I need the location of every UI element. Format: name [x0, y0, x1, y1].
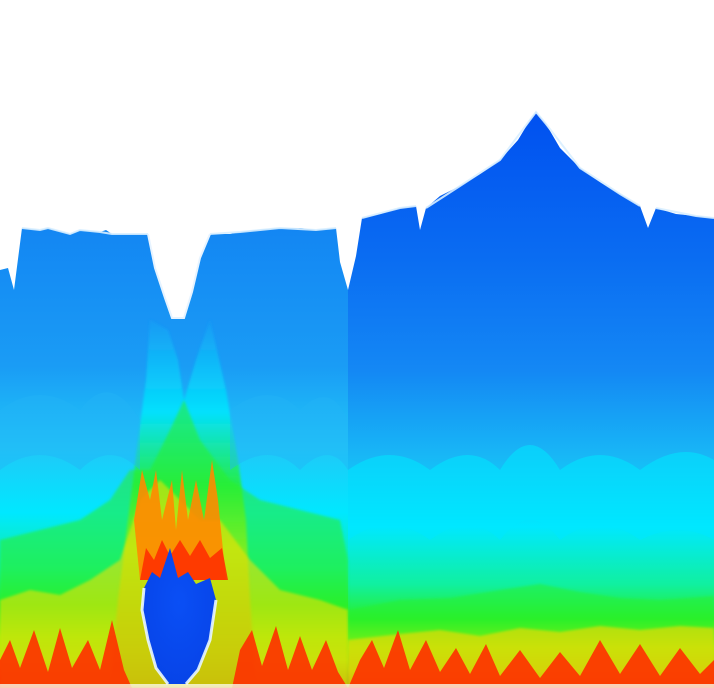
- red-edges: [140, 540, 228, 580]
- top-edge-highlight: [21, 110, 714, 236]
- right-cyan-arcs: [348, 445, 714, 540]
- left-scallops: [0, 392, 348, 470]
- bottom-fringe: [0, 620, 714, 688]
- valley-notch: [147, 233, 211, 319]
- right-mass: [348, 112, 714, 688]
- interior-bulb: [142, 548, 216, 684]
- bulb-boundary: [140, 587, 218, 685]
